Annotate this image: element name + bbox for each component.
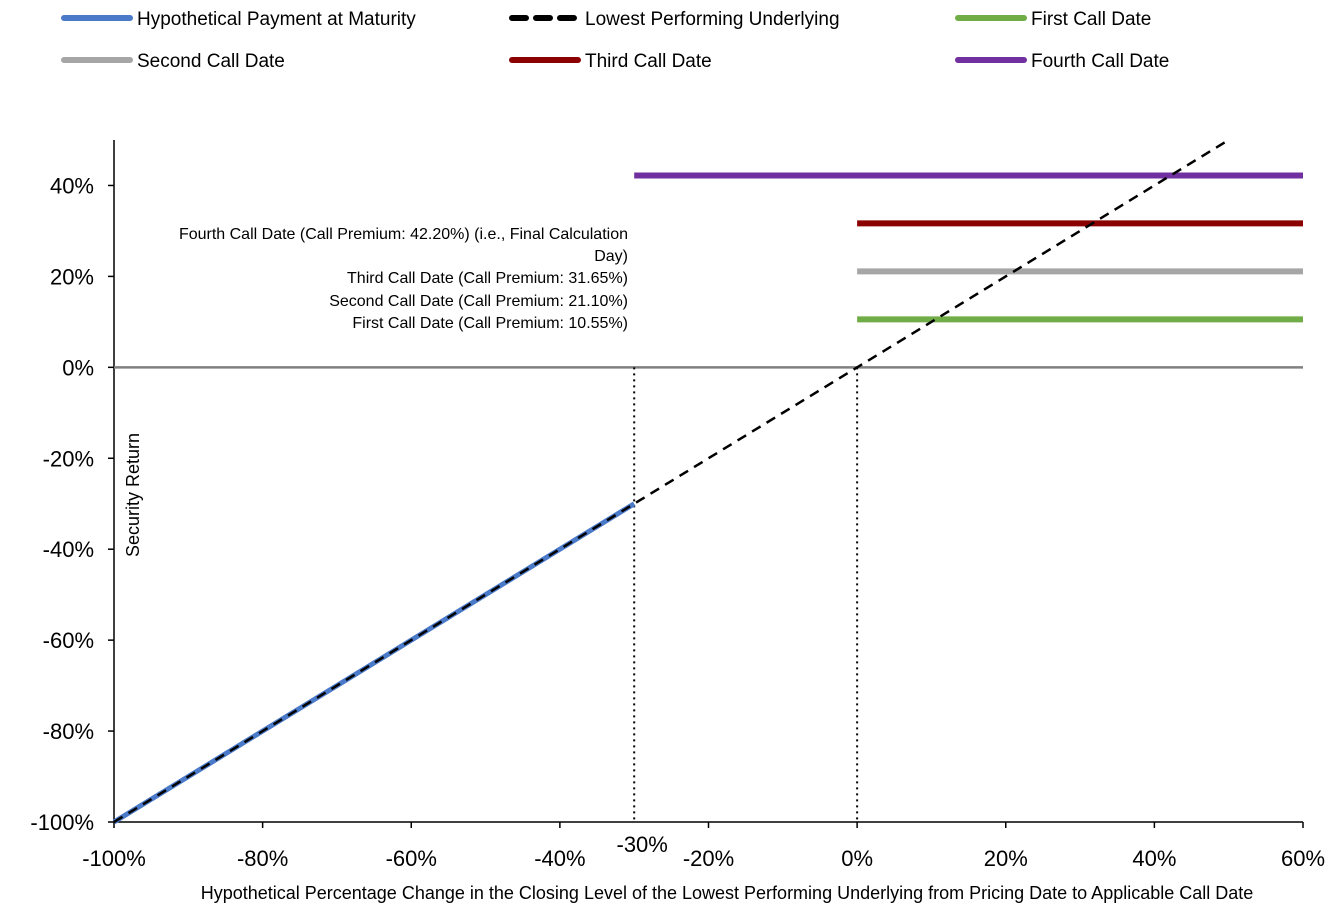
annotation-0: Fourth Call Date (Call Premium: 42.20%) … — [179, 226, 628, 243]
legend-label-2: First Call Date — [1031, 9, 1151, 30]
x-tick-label: -80% — [237, 846, 288, 871]
x-axis-title: Hypothetical Percentage Change in the Cl… — [201, 883, 1254, 903]
series-line-1 — [113, 138, 1230, 824]
legend-label-4: Third Call Date — [585, 51, 712, 72]
y-tick-label: -40% — [43, 537, 94, 562]
x-tick-label: -100% — [82, 846, 146, 871]
x-tick-label: 40% — [1132, 846, 1176, 871]
x-tick-label: 60% — [1281, 846, 1325, 871]
y-tick-label: 40% — [50, 173, 94, 198]
y-tick-label: -80% — [43, 719, 94, 744]
y-tick-label: -60% — [43, 628, 94, 653]
legend-label-5: Fourth Call Date — [1031, 51, 1169, 72]
series-line-0 — [112, 501, 636, 825]
legend-label-3: Second Call Date — [137, 51, 285, 72]
x-tick-label: -60% — [386, 846, 437, 871]
x-tick-label: -20% — [683, 846, 734, 871]
y-axis-title: Security Return — [123, 433, 143, 557]
annotation-3: Second Call Date (Call Premium: 21.10%) — [329, 293, 628, 310]
annotation-1: Day) — [594, 248, 628, 265]
x-extra-tick-label: -30% — [617, 832, 668, 857]
x-tick-label: 0% — [841, 846, 873, 871]
legend-label-1: Lowest Performing Underlying — [585, 9, 840, 30]
y-tick-label: -20% — [43, 446, 94, 471]
annotation-4: First Call Date (Call Premium: 10.55%) — [352, 315, 628, 332]
y-tick-label: 0% — [62, 355, 94, 380]
y-tick-label: -100% — [30, 810, 94, 835]
x-tick-label: -40% — [534, 846, 585, 871]
annotation-2: Third Call Date (Call Premium: 31.65%) — [347, 270, 628, 287]
legend-label-0: Hypothetical Payment at Maturity — [137, 9, 416, 30]
y-tick-label: 20% — [50, 264, 94, 289]
x-tick-label: 20% — [984, 846, 1028, 871]
